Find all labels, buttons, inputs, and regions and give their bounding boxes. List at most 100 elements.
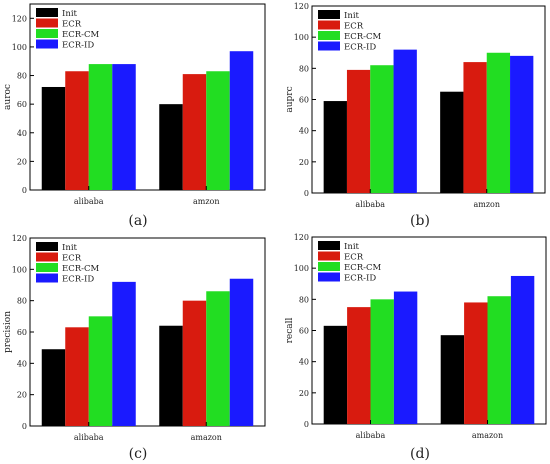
bar-ecr-cm-alibaba bbox=[88, 316, 113, 426]
bar-ecr-id-amzon bbox=[229, 51, 254, 190]
legend-swatch bbox=[36, 39, 58, 49]
bar-ecr-alibaba bbox=[65, 71, 89, 190]
caption-d: (d) bbox=[410, 446, 430, 462]
bar-ecr-cm-amazon bbox=[206, 291, 230, 426]
legend-label: ECR bbox=[344, 253, 364, 263]
legend-swatch bbox=[318, 10, 340, 19]
y-tick-label: 80 bbox=[17, 72, 27, 81]
y-tick-label: 120 bbox=[12, 234, 27, 243]
caption-b: (b) bbox=[410, 213, 430, 229]
y-tick-label: 60 bbox=[17, 100, 27, 109]
y-tick-label: 100 bbox=[294, 264, 309, 273]
y-tick-label: 0 bbox=[304, 189, 309, 198]
bar-ecr-cm-alibaba bbox=[370, 299, 394, 424]
legend-label: Init bbox=[344, 11, 360, 21]
bar-ecr-id-alibaba bbox=[112, 64, 136, 190]
bar-init-amzon bbox=[159, 104, 183, 190]
bar-init-alibaba bbox=[323, 325, 348, 424]
bar-ecr-id-amazon bbox=[229, 278, 254, 426]
bar-ecr-amzon bbox=[463, 62, 487, 193]
x-tick-label: amazon bbox=[472, 431, 503, 440]
y-tick-label: 100 bbox=[294, 33, 309, 42]
bar-ecr-cm-alibaba bbox=[370, 65, 394, 193]
y-tick-label: 40 bbox=[299, 358, 309, 367]
y-tick-label: 20 bbox=[17, 157, 27, 166]
y-tick-label: 20 bbox=[299, 389, 309, 398]
legend-label: ECR-ID bbox=[62, 275, 94, 285]
legend-swatch bbox=[36, 273, 58, 283]
y-tick-label: 40 bbox=[17, 359, 27, 368]
y-tick-label: 0 bbox=[22, 186, 27, 195]
y-tick-label: 40 bbox=[299, 127, 309, 136]
bar-ecr-amazon bbox=[182, 300, 207, 426]
bar-ecr-cm-alibaba bbox=[88, 64, 113, 190]
y-tick-label: 60 bbox=[299, 96, 309, 105]
y-tick-label: 80 bbox=[299, 64, 309, 73]
chart-2: 0 20 40 60 80 100 120 precision alibaba amazon Ini… bbox=[3, 234, 266, 442]
legend-swatch bbox=[318, 20, 340, 30]
x-tick-label: alibaba bbox=[355, 200, 385, 209]
x-tick-label: alibaba bbox=[74, 197, 104, 206]
bar-init-alibaba bbox=[323, 101, 347, 193]
legend-swatch bbox=[36, 8, 58, 17]
bar-ecr-cm-amzon bbox=[486, 52, 511, 193]
legend-swatch bbox=[36, 29, 58, 38]
y-tick-label: 0 bbox=[22, 422, 27, 431]
caption-c: (c) bbox=[129, 446, 148, 462]
y-tick-label: 20 bbox=[299, 158, 309, 167]
bar-init-alibaba bbox=[41, 86, 66, 190]
legend-swatch bbox=[318, 272, 340, 282]
legend-swatch bbox=[318, 241, 340, 250]
bar-ecr-id-alibaba bbox=[393, 291, 418, 424]
legend-label: Init bbox=[62, 9, 78, 19]
y-tick-label: 20 bbox=[17, 391, 27, 400]
y-tick-label: 120 bbox=[294, 2, 309, 11]
caption-a: (a) bbox=[128, 213, 147, 229]
legend-label: ECR-CM bbox=[62, 30, 99, 40]
bar-ecr-amazon bbox=[464, 302, 488, 424]
legend-swatch bbox=[36, 263, 58, 272]
legend-label: Init bbox=[344, 242, 360, 252]
bar-ecr-id-amzon bbox=[510, 55, 534, 193]
y-tick-label: 120 bbox=[294, 233, 309, 242]
bar-ecr-alibaba bbox=[346, 69, 371, 193]
y-axis-label: recall bbox=[285, 317, 295, 343]
legend-swatch bbox=[318, 251, 340, 261]
bar-ecr-cm-amzon bbox=[206, 71, 230, 190]
y-tick-label: 80 bbox=[17, 297, 27, 306]
legend-swatch bbox=[36, 242, 58, 251]
bar-init-amzon bbox=[440, 91, 464, 193]
x-tick-label: amzon bbox=[193, 197, 220, 206]
legend-swatch bbox=[318, 31, 340, 40]
x-tick-label: alibaba bbox=[356, 431, 386, 440]
bar-ecr-alibaba bbox=[347, 307, 371, 424]
y-axis-label: auroc bbox=[3, 84, 13, 110]
y-tick-label: 80 bbox=[299, 295, 309, 304]
x-tick-label: alibaba bbox=[74, 433, 104, 442]
y-axis-label: auprc bbox=[285, 86, 295, 112]
y-tick-label: 60 bbox=[17, 328, 27, 337]
y-tick-label: 60 bbox=[299, 327, 309, 336]
y-tick-label: 40 bbox=[17, 129, 27, 138]
bar-ecr-alibaba bbox=[65, 327, 89, 426]
bar-ecr-id-amazon bbox=[510, 275, 535, 424]
y-tick-label: 0 bbox=[304, 420, 309, 429]
y-tick-label: 120 bbox=[12, 14, 27, 23]
legend-swatch bbox=[318, 41, 340, 51]
legend-label: ECR-CM bbox=[344, 32, 381, 42]
bar-ecr-amzon bbox=[182, 74, 207, 190]
legend-swatch bbox=[318, 262, 340, 271]
legend-label: ECR-CM bbox=[62, 264, 99, 274]
legend-swatch bbox=[36, 18, 58, 28]
x-tick-label: amazon bbox=[191, 433, 222, 442]
bar-init-amazon bbox=[440, 335, 465, 424]
legend-label: ECR-CM bbox=[344, 263, 381, 273]
plot-frame bbox=[29, 3, 266, 191]
legend-label: Init bbox=[62, 243, 78, 253]
y-axis-label: precision bbox=[3, 311, 13, 353]
legend-label: ECR bbox=[62, 254, 82, 264]
